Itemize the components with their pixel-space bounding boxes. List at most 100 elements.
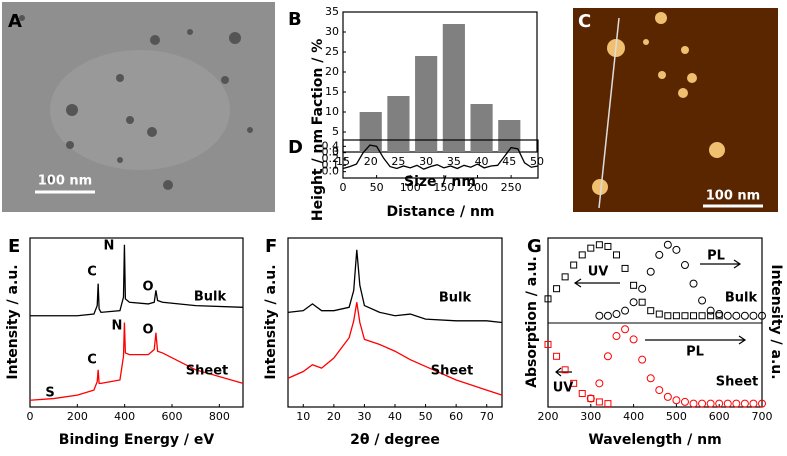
particles	[19, 15, 253, 190]
marker	[715, 310, 724, 319]
x-tick-label: 50	[530, 155, 544, 168]
marker	[553, 352, 561, 360]
y-tick-label: 30	[325, 25, 339, 38]
data-line	[287, 302, 503, 396]
y-tick-label: 5	[332, 125, 339, 138]
annotation: C	[87, 353, 97, 368]
x-axis-title: Distance / nm	[386, 204, 494, 220]
marker	[612, 310, 621, 319]
series-label: Bulk	[194, 290, 227, 305]
marker	[749, 311, 758, 320]
marker	[629, 335, 638, 344]
marker	[680, 397, 689, 406]
y-axis-title: Height / nm	[310, 129, 326, 221]
marker	[707, 312, 715, 320]
marker	[621, 306, 630, 315]
x-tick-label: 40	[388, 410, 402, 423]
y-tick-label: 0	[332, 145, 339, 158]
x-tick-label: 20	[327, 410, 341, 423]
annotation: Sheet	[716, 375, 758, 390]
y-tick-label: 0.4	[322, 139, 340, 152]
x-tick-label: 30	[419, 155, 433, 168]
x-tick-label: 50	[370, 181, 384, 194]
y-tick-label: 0.0	[322, 165, 340, 178]
data-line	[30, 244, 244, 317]
particles	[592, 12, 725, 195]
afm-image	[573, 8, 778, 212]
panel-label: G	[527, 236, 542, 257]
y-axis-title: Intensity / a.u.	[263, 264, 279, 379]
marker	[655, 386, 664, 395]
marker	[706, 399, 715, 408]
image-c: C 100 nm	[573, 8, 778, 212]
y-tick-label: 0.1	[322, 158, 340, 171]
marker	[647, 307, 655, 315]
panel-label: F	[265, 236, 277, 257]
x-tick-label: 10	[296, 410, 310, 423]
marker	[663, 392, 672, 401]
x-tick-label: 20	[364, 155, 378, 168]
marker	[689, 279, 698, 288]
marker	[749, 399, 758, 408]
y-tick-label: 10	[325, 105, 339, 118]
annotation: O	[142, 323, 153, 338]
annotation: N	[112, 319, 123, 334]
annotation: S	[45, 386, 54, 401]
marker	[587, 244, 595, 252]
x-tick-label: 200	[67, 410, 88, 423]
bar	[359, 112, 382, 152]
x-tick-label: 30	[357, 410, 371, 423]
marker	[621, 325, 630, 334]
marker	[664, 312, 672, 320]
series-label: Bulk	[439, 291, 472, 306]
marker	[646, 267, 655, 276]
y-tick-label: 35	[325, 5, 339, 18]
x-tick-label: 700	[752, 410, 773, 423]
marker	[544, 340, 552, 348]
y2-axis-title: Intensity / a.u.	[768, 264, 784, 379]
marker	[690, 312, 698, 320]
x-tick-label: 500	[666, 410, 687, 423]
marker	[603, 352, 612, 361]
marker	[578, 389, 586, 397]
marker	[698, 296, 707, 305]
marker	[638, 298, 646, 306]
marker	[604, 242, 612, 250]
plot-frame	[29, 237, 244, 408]
series-label: UV	[588, 265, 609, 280]
x-axis-title: Binding Energy / eV	[59, 432, 215, 448]
marker	[723, 311, 732, 320]
plot-frame	[287, 237, 503, 408]
scale-bar-label: 100 nm	[38, 174, 92, 189]
marker	[698, 312, 706, 320]
data-line	[29, 322, 244, 401]
y-axis-title: Absorption / a.u.	[524, 256, 540, 388]
marker	[561, 273, 569, 281]
marker	[586, 394, 595, 403]
panel-label: B	[288, 9, 302, 30]
marker	[544, 295, 552, 303]
y-tick-label: 0.3	[322, 146, 340, 159]
panel-label: C	[578, 11, 591, 32]
x-tick-label: 250	[501, 181, 522, 194]
panel-label: A	[8, 11, 22, 32]
marker	[740, 311, 749, 320]
y-tick-label: 15	[325, 85, 339, 98]
marker	[612, 251, 620, 259]
marker	[698, 399, 707, 408]
marker	[612, 332, 621, 341]
marker	[672, 245, 681, 254]
marker	[603, 311, 612, 320]
marker	[595, 398, 603, 406]
series-label: PL	[686, 345, 704, 360]
marker	[630, 281, 638, 289]
marker	[595, 241, 603, 249]
marker	[723, 399, 732, 408]
marker	[706, 306, 715, 315]
y-tick-label: 25	[325, 45, 339, 58]
marker	[578, 251, 586, 259]
y-axis-title: Faction / %	[310, 39, 326, 125]
marker	[680, 261, 689, 270]
